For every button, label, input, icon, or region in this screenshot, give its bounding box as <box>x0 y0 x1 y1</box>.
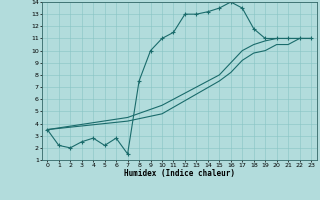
X-axis label: Humidex (Indice chaleur): Humidex (Indice chaleur) <box>124 169 235 178</box>
